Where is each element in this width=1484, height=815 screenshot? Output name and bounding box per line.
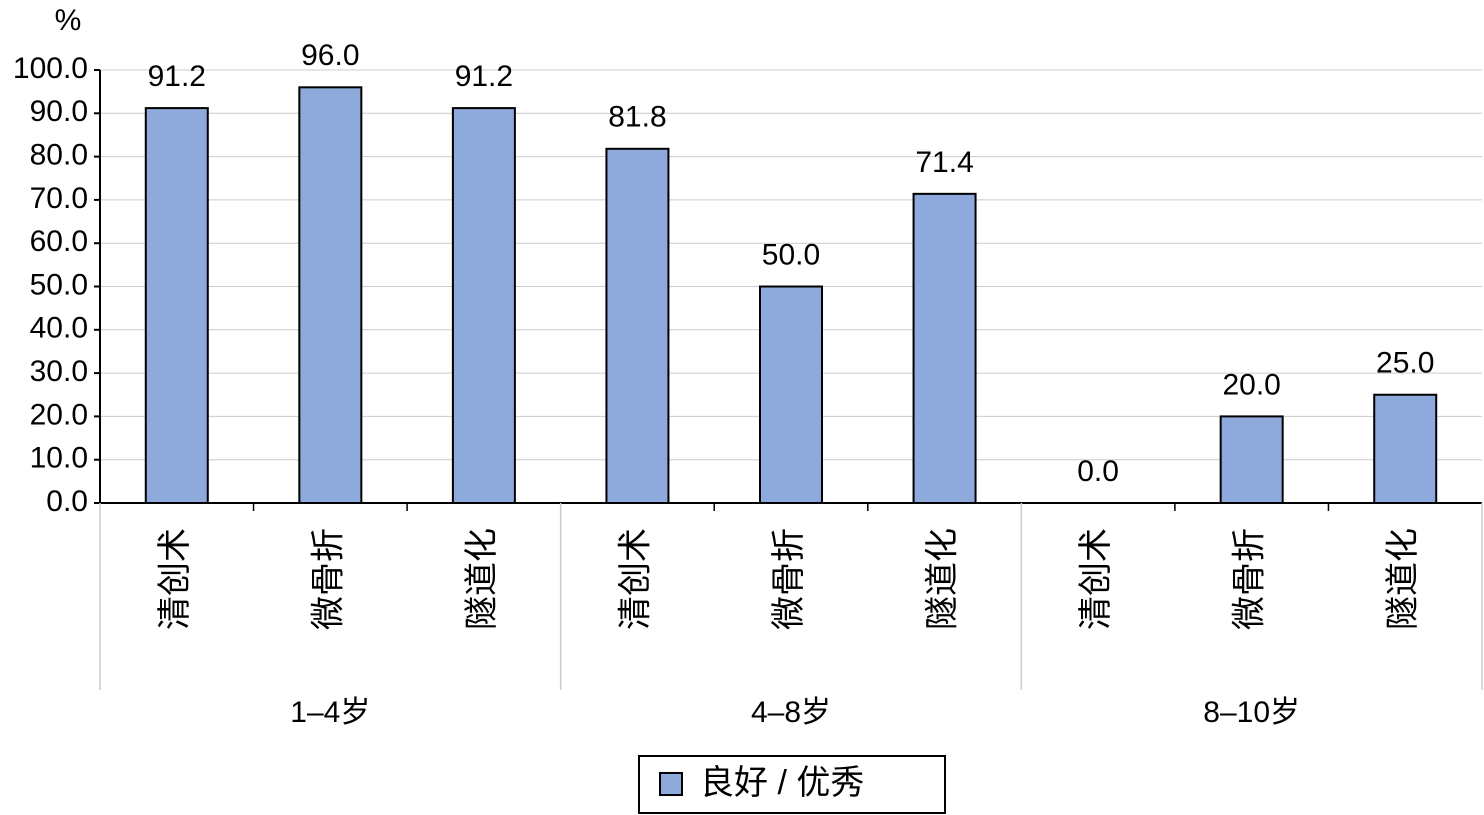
y-axis-label: % <box>55 4 82 37</box>
data-label: 0.0 <box>1077 455 1119 488</box>
y-tick-label: 40.0 <box>30 312 88 345</box>
x-tick-label: 隧道化 <box>463 528 501 630</box>
legend-box <box>638 755 946 814</box>
group-label: 4–8岁 <box>751 696 831 729</box>
x-tick-label: 清创术 <box>156 528 194 630</box>
bar <box>759 285 823 504</box>
bar <box>144 107 209 504</box>
data-label: 25.0 <box>1376 347 1434 380</box>
x-tick-label: 微骨折 <box>1231 528 1269 630</box>
x-tick-label: 隧道化 <box>924 528 962 630</box>
y-tick-label: 30.0 <box>30 355 88 388</box>
bar <box>912 192 977 504</box>
y-tick-label: 90.0 <box>30 95 88 128</box>
bar <box>1373 393 1438 504</box>
legend-label: 良好 / 优秀 <box>700 764 864 802</box>
legend-swatch <box>659 772 683 796</box>
y-tick-label: 0.0 <box>46 485 88 518</box>
group-label: 8–10岁 <box>1203 696 1300 729</box>
y-tick-label: 20.0 <box>30 398 88 431</box>
group-label: 1–4岁 <box>290 696 370 729</box>
bar <box>605 147 670 504</box>
y-tick-label: 10.0 <box>30 442 88 475</box>
x-tick-label: 微骨折 <box>309 528 347 630</box>
y-tick-label: 50.0 <box>30 268 88 301</box>
x-tick-label: 清创术 <box>616 528 654 630</box>
data-label: 91.2 <box>148 60 206 93</box>
x-tick-label: 清创术 <box>1077 528 1115 630</box>
bar <box>298 86 363 504</box>
data-label: 71.4 <box>915 146 973 179</box>
data-label: 96.0 <box>301 39 359 72</box>
x-tick-label: 隧道化 <box>1384 528 1422 630</box>
x-tick-label: 微骨折 <box>770 528 808 630</box>
bar <box>451 107 516 504</box>
data-label: 50.0 <box>762 238 820 271</box>
y-tick-label: 80.0 <box>30 139 88 172</box>
bar <box>1219 415 1284 504</box>
data-label: 20.0 <box>1222 368 1280 401</box>
data-label: 81.8 <box>608 101 666 134</box>
data-label: 91.2 <box>455 60 513 93</box>
y-tick-label: 60.0 <box>30 225 88 258</box>
y-tick-label: 100.0 <box>13 52 88 85</box>
y-tick-label: 70.0 <box>30 182 88 215</box>
